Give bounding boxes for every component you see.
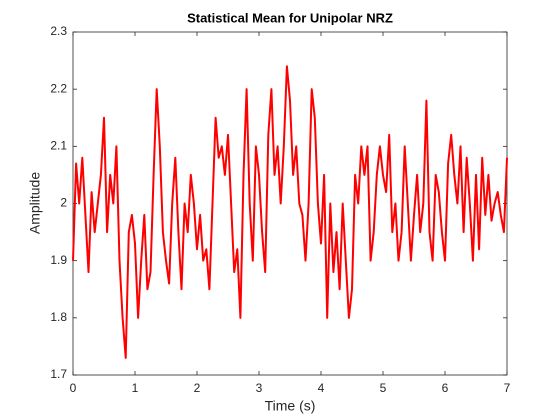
x-tick-label: 1	[132, 381, 139, 395]
plot-area	[72, 31, 508, 376]
y-tick-label: 2.3	[50, 24, 67, 38]
y-tick-label: 2	[60, 196, 67, 210]
x-tick-label: 5	[380, 381, 387, 395]
x-tick-label: 6	[442, 381, 449, 395]
x-tick-label: 2	[194, 381, 201, 395]
y-axis-label: Amplitude	[27, 172, 43, 234]
y-tick-label: 1.8	[50, 310, 67, 324]
y-tick-label: 2.1	[50, 139, 67, 153]
y-tick-label: 1.9	[50, 253, 67, 267]
chart-title: Statistical Mean for Unipolar NRZ	[187, 10, 393, 25]
x-tick-label: 0	[70, 381, 77, 395]
x-tick-label: 7	[504, 381, 511, 395]
y-tick-label: 1.7	[50, 367, 67, 381]
y-tick-label: 2.2	[50, 81, 67, 95]
data-line	[72, 65, 508, 359]
x-tick-label: 3	[256, 381, 263, 395]
x-axis-label: Time (s)	[265, 398, 316, 414]
x-tick-label: 4	[318, 381, 325, 395]
